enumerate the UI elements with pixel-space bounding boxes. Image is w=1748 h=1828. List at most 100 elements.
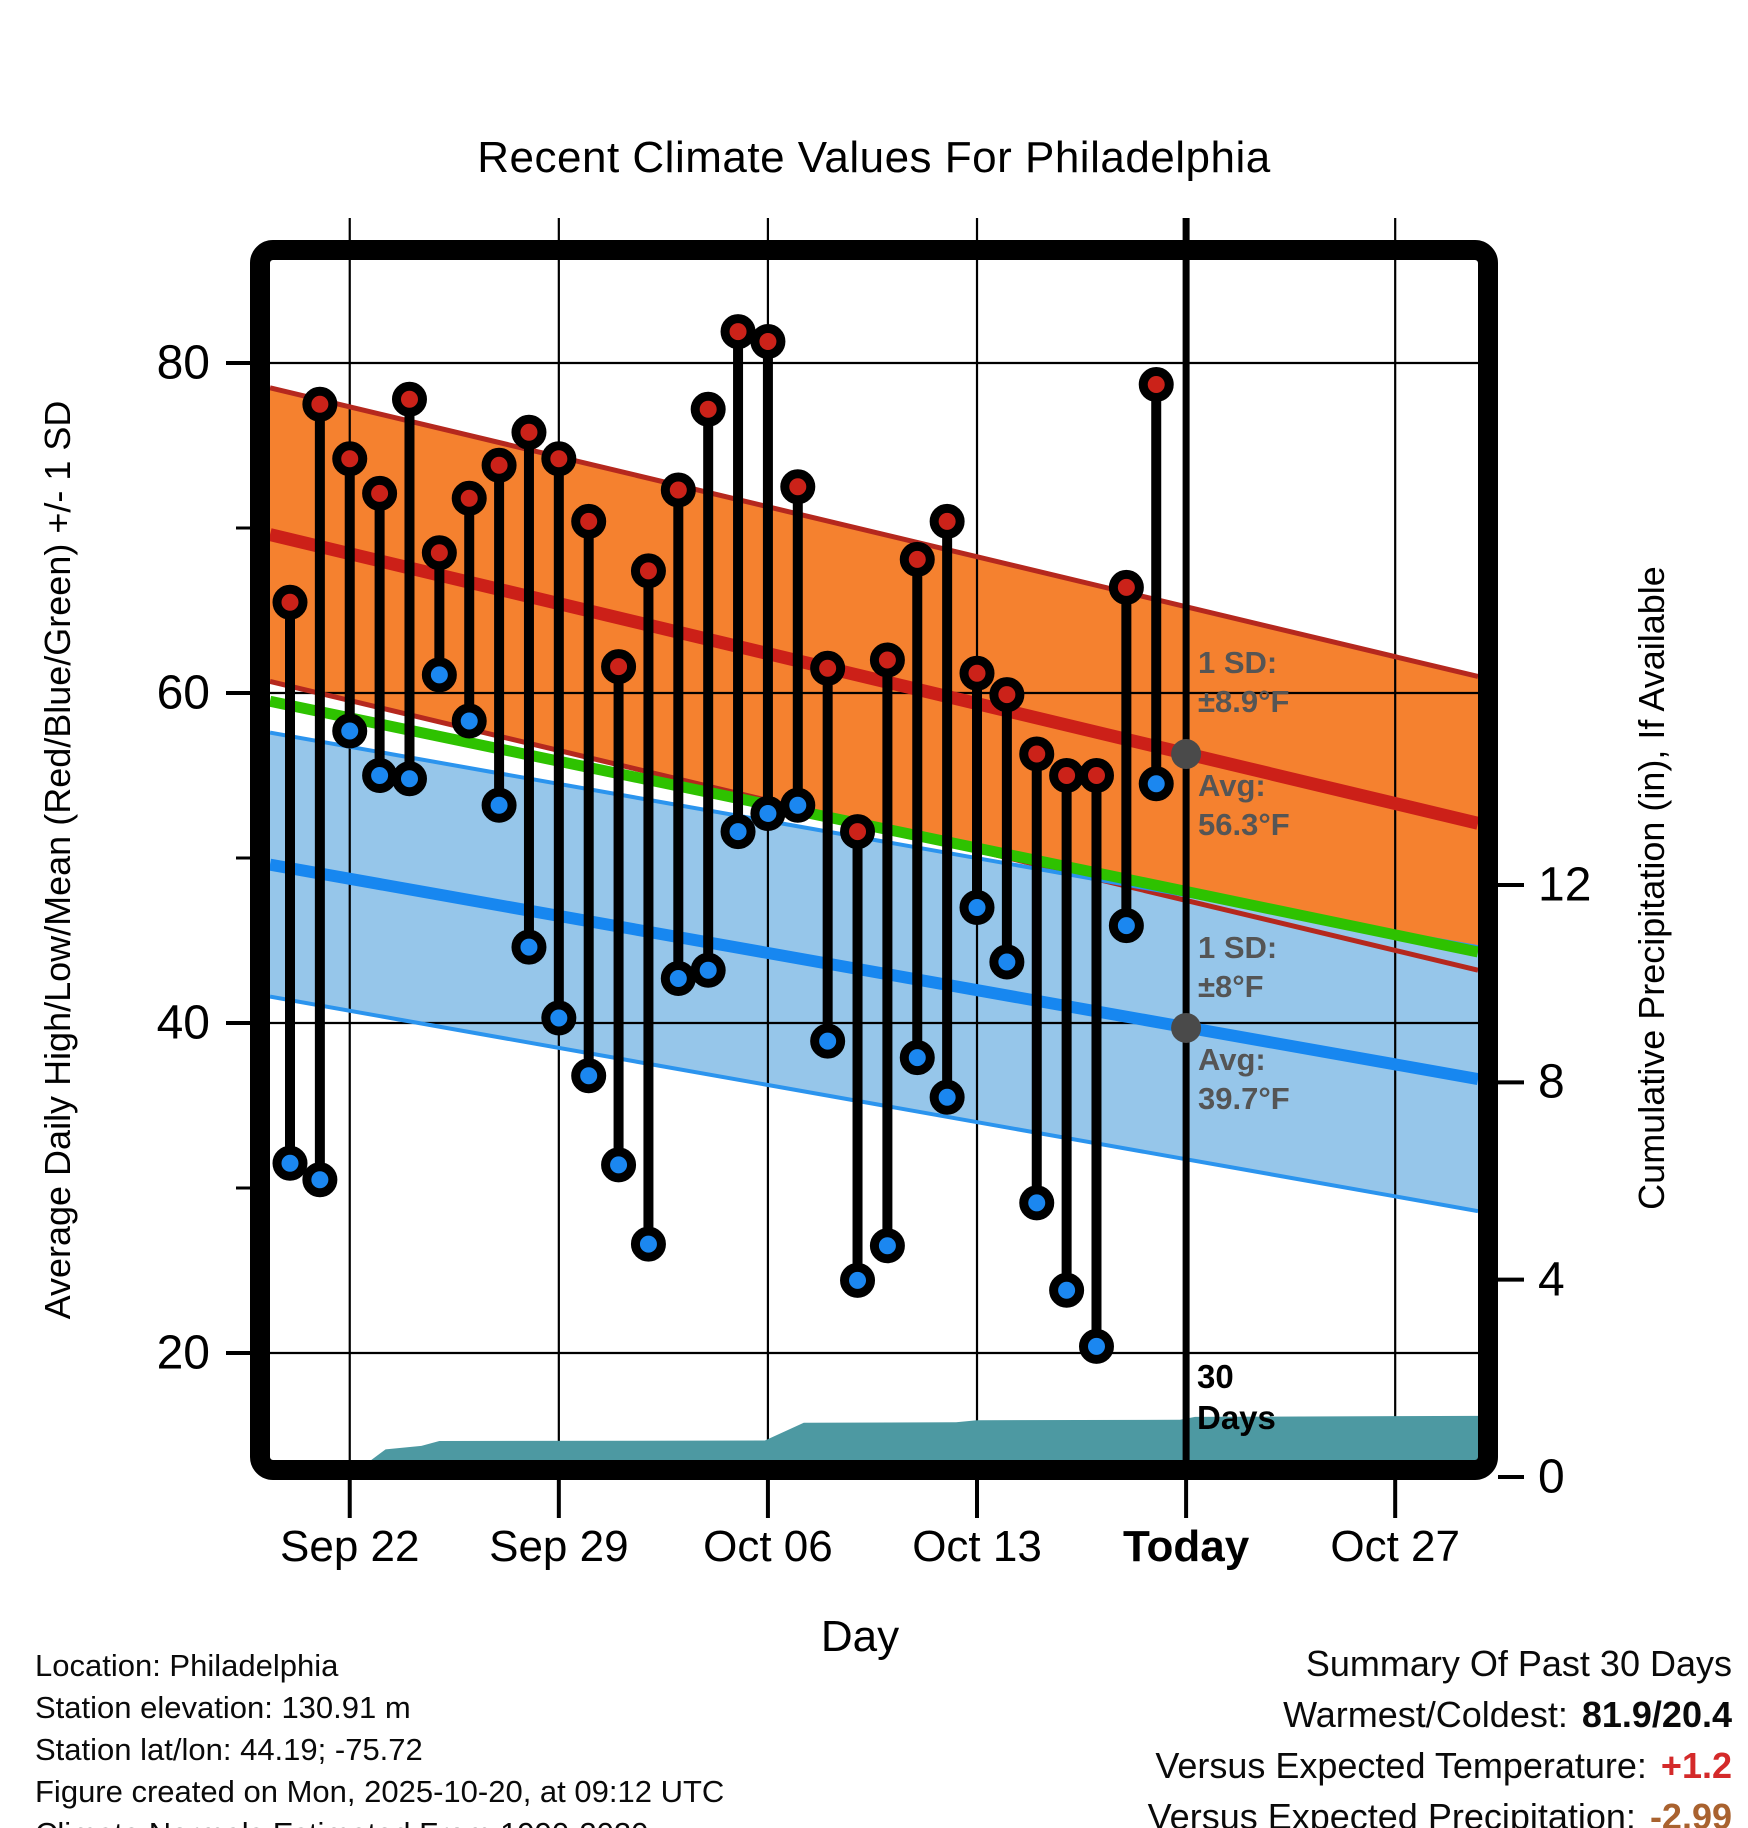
precip-days-line2: Days bbox=[1197, 1399, 1276, 1436]
low-avg-line1: Avg: bbox=[1198, 1042, 1266, 1077]
daily-low-dot bbox=[362, 758, 398, 793]
day-tick-label: Oct 06 bbox=[703, 1522, 833, 1571]
daily-high-dot bbox=[1049, 758, 1085, 793]
summary-warmest-coldest: Warmest/Coldest: 81.9/20.4 bbox=[1148, 1689, 1732, 1740]
daily-low-dot bbox=[1049, 1272, 1085, 1308]
daily-high-dot bbox=[391, 381, 427, 417]
precip-days-line1: 30 bbox=[1197, 1358, 1234, 1395]
daily-low-dot bbox=[601, 1147, 637, 1183]
precip-tick-label: 4 bbox=[1538, 1253, 1565, 1307]
vs-precip-label: Versus Expected Precipitation: bbox=[1147, 1796, 1636, 1828]
daily-low-dot bbox=[840, 1262, 876, 1298]
daily-high-dot bbox=[1138, 366, 1174, 402]
avg-high-marker bbox=[1171, 739, 1202, 770]
plot-border bbox=[250, 240, 1498, 1480]
daily-high-dot bbox=[332, 441, 368, 477]
daily-high-dot bbox=[840, 814, 876, 850]
summary-title: Summary Of Past 30 Days bbox=[1305, 1643, 1732, 1684]
daily-low-dot bbox=[451, 703, 487, 739]
temp-tick-label: 60 bbox=[156, 666, 210, 720]
daily-high-dot bbox=[1108, 569, 1144, 605]
high-avg-line2: 56.3°F bbox=[1198, 807, 1290, 842]
low-avg-line2: 39.7°F bbox=[1198, 1081, 1290, 1116]
precip-tick-label: 12 bbox=[1538, 858, 1592, 912]
daily-low-dot bbox=[391, 761, 427, 797]
daily-low-dot bbox=[660, 960, 696, 996]
daily-low-dot bbox=[750, 795, 786, 831]
daily-high-dot bbox=[720, 314, 756, 350]
station-location: Location: Philadelphia bbox=[35, 1648, 339, 1683]
daily-high-dot bbox=[810, 650, 846, 686]
low-sd-annotation: 1 SD: ±8°F bbox=[1198, 928, 1277, 1006]
precip-tick-label: 8 bbox=[1538, 1055, 1565, 1109]
daily-low-dot bbox=[332, 713, 368, 749]
daily-low-dot bbox=[481, 787, 517, 823]
x-axis-label: Day bbox=[820, 1612, 900, 1661]
daily-high-dot bbox=[511, 414, 547, 450]
warmest-coldest-label: Warmest/Coldest: bbox=[1283, 1694, 1568, 1735]
daily-low-dot bbox=[720, 814, 756, 850]
precip-tick-label: 0 bbox=[1538, 1450, 1565, 1504]
station-elevation: Station elevation: 130.91 m bbox=[35, 1690, 411, 1725]
daily-high-dot bbox=[899, 541, 935, 577]
high-avg-annotation: Avg: 56.3°F bbox=[1198, 766, 1290, 844]
high-band-top-edge bbox=[270, 385, 1478, 679]
low-band-bottom-edge bbox=[270, 994, 1478, 1214]
vs-temp-value: +1.2 bbox=[1660, 1745, 1732, 1786]
daily-low-dot bbox=[1138, 766, 1174, 802]
daily-low-dot bbox=[511, 929, 547, 965]
daily-low-dot bbox=[869, 1228, 905, 1264]
low-normal-line bbox=[270, 858, 1478, 1086]
daily-high-dot bbox=[541, 441, 577, 477]
daily-low-dot bbox=[989, 944, 1025, 980]
temp-tick-label: 40 bbox=[156, 996, 210, 1050]
climate-normals-note: Climate Normals Estimated From 1990-2020 bbox=[35, 1813, 724, 1828]
low-avg-annotation: Avg: 39.7°F bbox=[1198, 1040, 1290, 1118]
avg-low-marker bbox=[1171, 1012, 1202, 1043]
day-tick-label: Sep 29 bbox=[489, 1522, 629, 1571]
daily-low-dot bbox=[272, 1145, 308, 1181]
daily-low-dot bbox=[899, 1040, 935, 1076]
vs-temp-label: Versus Expected Temperature: bbox=[1155, 1745, 1647, 1786]
daily-high-dot bbox=[362, 475, 398, 511]
high-sd-line2: ±8.9°F bbox=[1198, 684, 1290, 719]
daily-low-dot bbox=[571, 1058, 607, 1094]
low-sd-line2: ±8°F bbox=[1198, 969, 1264, 1004]
daily-high-dot bbox=[1078, 758, 1114, 793]
daily-high-dot bbox=[929, 503, 965, 539]
daily-low-dot bbox=[421, 657, 457, 693]
daily-high-dot bbox=[302, 386, 338, 422]
high-sd-annotation: 1 SD: ±8.9°F bbox=[1198, 643, 1289, 721]
figure-created: Figure created on Mon, 2025-10-20, at 09… bbox=[35, 1774, 725, 1809]
temp-tick-label: 80 bbox=[156, 336, 210, 390]
daily-high-dot bbox=[451, 480, 487, 516]
right-axis-label: Cumulative Precipitation (in), If Availa… bbox=[1631, 566, 1672, 1210]
chart-title: Recent Climate Values For Philadelphia bbox=[477, 133, 1271, 182]
daily-high-dot bbox=[959, 655, 995, 691]
day-tick-label: Oct 13 bbox=[912, 1522, 1042, 1571]
low-sd-line1: 1 SD: bbox=[1198, 930, 1278, 965]
daily-high-dot bbox=[780, 469, 816, 505]
day-tick-label: Today bbox=[1122, 1522, 1250, 1571]
daily-high-dot bbox=[690, 391, 726, 427]
summary-panel: Summary Of Past 30 Days Warmest/Coldest:… bbox=[1148, 1638, 1732, 1828]
precip-days-annotation: 30 Days bbox=[1197, 1356, 1276, 1438]
daily-high-dot bbox=[601, 649, 637, 685]
daily-low-dot bbox=[780, 787, 816, 823]
station-info: Location: Philadelphia Station elevation… bbox=[35, 1645, 724, 1828]
daily-low-dot bbox=[1019, 1185, 1055, 1221]
daily-high-dot bbox=[869, 642, 905, 678]
station-latlon: Station lat/lon: 44.19; -75.72 bbox=[35, 1732, 423, 1767]
daily-low-dot bbox=[302, 1162, 338, 1198]
warmest-coldest-value: 81.9/20.4 bbox=[1581, 1694, 1732, 1735]
left-axis-label: Average Daily High/Low/Mean (Red/Blue/Gr… bbox=[37, 400, 78, 1320]
daily-low-dot bbox=[1108, 908, 1144, 944]
daily-high-dot bbox=[989, 677, 1025, 713]
daily-high-dot bbox=[481, 447, 517, 483]
daily-low-dot bbox=[810, 1023, 846, 1059]
daily-high-dot bbox=[421, 535, 457, 571]
daily-low-dot bbox=[690, 952, 726, 988]
summary-vs-temp: Versus Expected Temperature: +1.2 bbox=[1148, 1740, 1732, 1791]
